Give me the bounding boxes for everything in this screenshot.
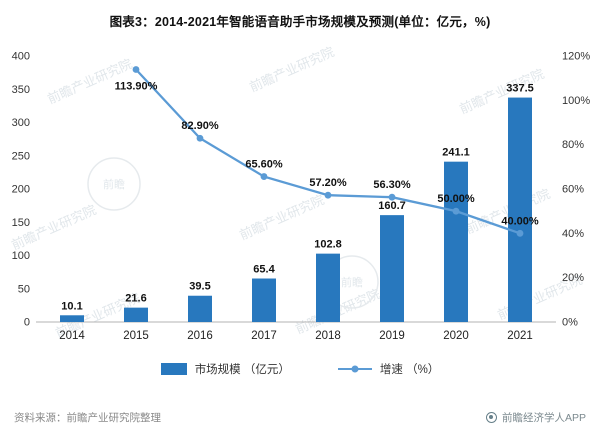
svg-text:2014: 2014 xyxy=(59,330,85,342)
svg-text:2017: 2017 xyxy=(251,330,277,342)
line-swatch-icon xyxy=(337,365,372,373)
svg-text:400: 400 xyxy=(12,51,30,63)
legend-label-market-size: 市场规模 （亿元） xyxy=(194,364,290,376)
line-marker-icon xyxy=(351,365,359,373)
svg-text:80%: 80% xyxy=(562,139,584,151)
svg-text:250: 250 xyxy=(12,150,30,162)
svg-text:100%: 100% xyxy=(562,95,590,107)
chart-title: 图表3：2014-2021年智能语音助手市场规模及预测(单位：亿元，%) xyxy=(109,15,491,29)
qianzhan-logo-icon xyxy=(485,412,497,423)
svg-text:2016: 2016 xyxy=(187,330,213,342)
x-axis-labels: 2014 2015 2016 2017 2018 2019 2020 2021 xyxy=(59,330,533,342)
svg-text:0: 0 xyxy=(24,317,30,329)
bar xyxy=(380,215,404,322)
bar-value-label: 39.5 xyxy=(189,281,210,293)
left-axis: 0 50 100 150 200 250 300 350 400 xyxy=(12,51,30,329)
svg-text:40%: 40% xyxy=(562,228,584,240)
line-value-label: 82.90% xyxy=(181,120,219,132)
line-value-label: 56.30% xyxy=(373,179,411,191)
bar-value-label: 102.8 xyxy=(314,239,342,251)
line-point xyxy=(516,229,524,237)
line-point xyxy=(196,134,204,142)
bar-value-label: 21.6 xyxy=(125,293,146,305)
bar-swatch-icon xyxy=(160,363,187,375)
line-value-label: 57.20% xyxy=(309,177,347,189)
svg-text:2021: 2021 xyxy=(507,330,533,342)
svg-text:100: 100 xyxy=(12,250,30,262)
line-point xyxy=(452,207,460,215)
svg-text:2015: 2015 xyxy=(123,330,149,342)
chart-area: 前瞻产业研究院 前瞻产业研究院 前瞻产业研究院 前瞻产业研究院 前瞻产业研究院 前瞻产业研… xyxy=(0,32,600,354)
right-axis: 0% 20% 40% 60% 80% 100% 120% xyxy=(562,51,590,329)
svg-text:150: 150 xyxy=(12,217,30,229)
legend-label-growth: 增速 （%） xyxy=(379,364,440,376)
line-point xyxy=(324,191,332,199)
bar xyxy=(508,97,532,322)
watermark-seal-text: 前瞻 xyxy=(341,275,363,289)
line-point xyxy=(260,173,268,180)
watermark-text: 前瞻产业研究院 xyxy=(237,192,326,243)
line-value-label: 113.90% xyxy=(115,81,158,93)
watermark-seal-text: 前瞻 xyxy=(103,177,125,191)
brand-note: 前瞻经济学人APP xyxy=(485,410,586,425)
svg-text:350: 350 xyxy=(12,84,30,96)
svg-text:2020: 2020 xyxy=(443,330,469,342)
bar xyxy=(252,278,276,322)
svg-text:2018: 2018 xyxy=(315,330,341,342)
source-note: 资料来源：前瞻产业研究院整理 xyxy=(14,412,161,424)
footer: 资料来源：前瞻产业研究院整理 前瞻经济学人APP xyxy=(0,410,600,425)
svg-text:120%: 120% xyxy=(562,51,590,63)
svg-text:2019: 2019 xyxy=(379,330,405,342)
bar-value-label: 65.4 xyxy=(253,264,275,276)
legend-item-growth: 增速 （%） xyxy=(337,361,440,377)
line-value-label: 40.00% xyxy=(501,215,539,227)
line-point xyxy=(388,193,396,201)
brand-label: 前瞻经济学人APP xyxy=(501,412,586,424)
svg-text:50: 50 xyxy=(18,283,30,295)
svg-text:0%: 0% xyxy=(562,317,578,329)
bar-value-label: 10.1 xyxy=(61,300,82,312)
line-point xyxy=(132,66,140,73)
bar-value-label: 241.1 xyxy=(442,147,470,159)
svg-text:20%: 20% xyxy=(562,272,584,284)
watermark-seal-icon xyxy=(87,157,141,211)
bar xyxy=(188,295,212,322)
bar xyxy=(444,161,468,322)
svg-text:300: 300 xyxy=(12,117,30,129)
bar-value-label: 337.5 xyxy=(506,83,534,95)
bar-value-label: 160.7 xyxy=(378,200,406,212)
watermark-text: 前瞻产业研究院 xyxy=(247,44,336,95)
bars: 10.1 21.6 39.5 65.4 102.8 160.7 241.1 337.5 xyxy=(60,83,534,322)
chart-legend: 市场规模 （亿元） 增速 （%） xyxy=(0,356,600,382)
growth-line: 113.90% 82.90% 65.60% 57.20% 56.30% 50.00% 40.… xyxy=(115,66,539,237)
svg-text:60%: 60% xyxy=(562,184,584,196)
svg-text:200: 200 xyxy=(12,184,30,196)
bar xyxy=(60,315,84,322)
line-value-label: 50.00% xyxy=(437,193,475,205)
legend-item-market-size: 市场规模 （亿元） xyxy=(160,361,290,377)
bar xyxy=(316,253,340,322)
line-value-label: 65.60% xyxy=(245,159,283,171)
bar xyxy=(124,307,148,322)
